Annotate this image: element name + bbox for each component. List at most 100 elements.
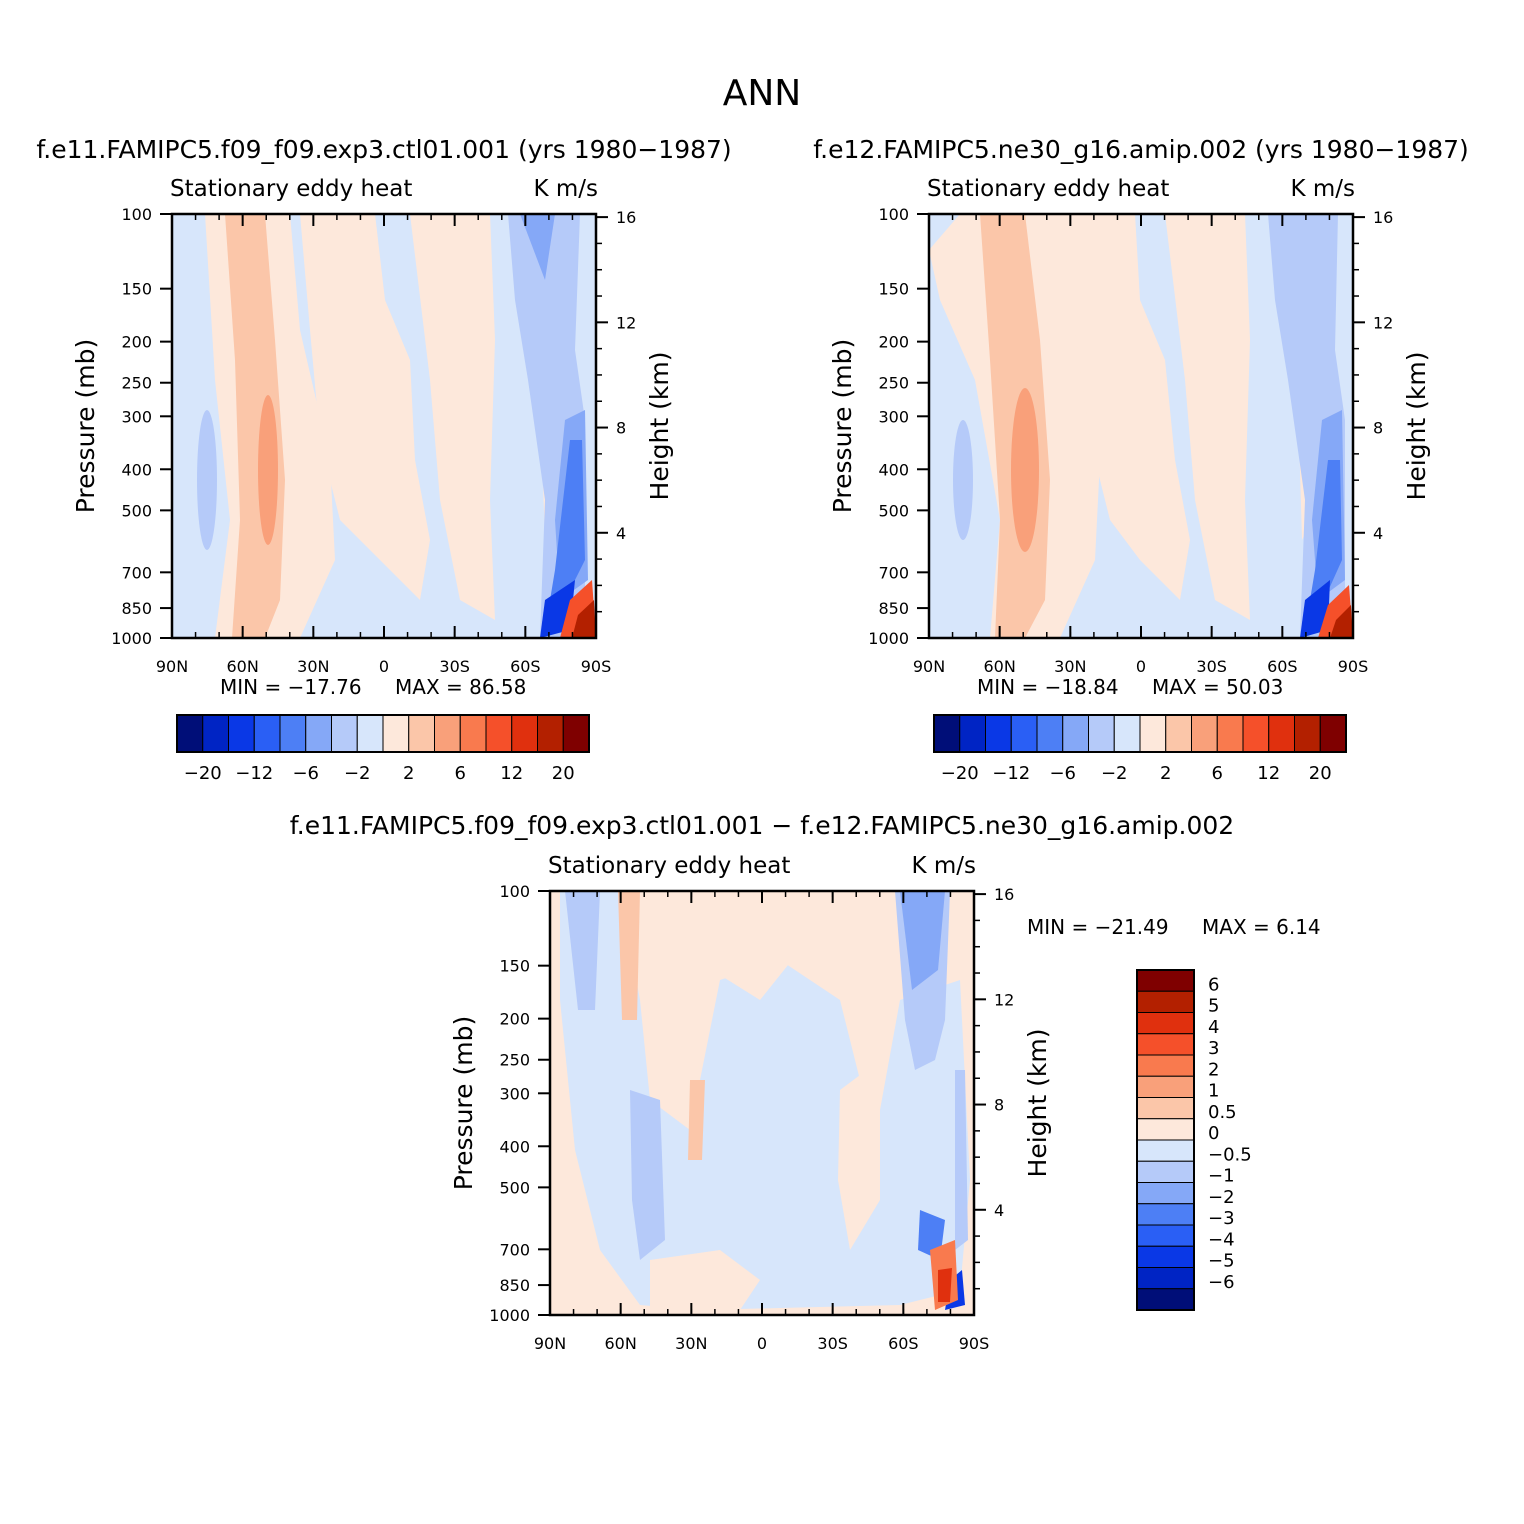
colorbar-label: 12 bbox=[1257, 763, 1280, 784]
colorbar-swatch bbox=[1088, 714, 1115, 753]
colorbar-swatch bbox=[1136, 1160, 1195, 1183]
colorbar-swatch bbox=[253, 714, 281, 753]
x-tick-label: 90S bbox=[1338, 657, 1369, 676]
panel-3-ylabel: Pressure (mb) bbox=[449, 1016, 478, 1190]
y-tick-label: 500 bbox=[878, 501, 909, 520]
colorbar-swatch bbox=[1268, 714, 1295, 753]
height-tick-label: 16 bbox=[1373, 208, 1393, 227]
panel-1-contour-warm-mid bbox=[300, 214, 430, 600]
colorbar-swatch bbox=[382, 714, 410, 753]
colorbar-label: 6 bbox=[1208, 974, 1219, 995]
panel-1-max-label: MAX = 86.58 bbox=[395, 675, 526, 699]
colorbar-swatch bbox=[1136, 1288, 1195, 1311]
colorbar-swatch bbox=[1136, 1224, 1195, 1247]
panel-2-ylabel: Pressure (mb) bbox=[828, 339, 857, 513]
panel-3-title: f.e11.FAMIPC5.f09_f09.exp3.ctl01.001 − f… bbox=[290, 811, 1234, 840]
x-tick-label: 90N bbox=[534, 1334, 566, 1353]
x-tick-label: 30N bbox=[297, 657, 329, 676]
y-tick-label: 1000 bbox=[489, 1306, 530, 1325]
colorbar-label: −5 bbox=[1208, 1251, 1235, 1272]
panel-1-field bbox=[197, 214, 596, 638]
colorbar-swatch bbox=[228, 714, 255, 753]
panel-3-contour-warm-strip-b bbox=[675, 891, 840, 1000]
colorbar-swatch bbox=[1294, 714, 1321, 753]
panel-1-title: f.e11.FAMIPC5.f09_f09.exp3.ctl01.001 (yr… bbox=[36, 135, 731, 164]
x-tick-label: 90S bbox=[959, 1334, 990, 1353]
y-tick-label: 250 bbox=[121, 374, 152, 393]
colorbar-swatch bbox=[1062, 714, 1089, 753]
colorbar-swatch bbox=[1242, 714, 1270, 753]
colorbar-label: 5 bbox=[1208, 996, 1219, 1017]
colorbar-label: −12 bbox=[992, 763, 1030, 784]
y-tick-label: 250 bbox=[499, 1051, 530, 1070]
panel-2-field bbox=[929, 214, 1353, 638]
panel-2-title: f.e12.FAMIPC5.ne30_g16.amip.002 (yrs 198… bbox=[813, 135, 1469, 164]
panel-2-contour-max bbox=[1011, 388, 1039, 552]
panel-1-contour-max bbox=[258, 395, 278, 545]
panel-3-field bbox=[560, 891, 970, 1312]
x-tick-label: 90N bbox=[913, 657, 945, 676]
height-tick-label: 16 bbox=[994, 885, 1014, 904]
panel-2-right-string: K m/s bbox=[1290, 176, 1355, 202]
x-tick-label: 60S bbox=[888, 1334, 919, 1353]
height-tick-label: 8 bbox=[1373, 419, 1383, 438]
y-tick-label: 100 bbox=[121, 205, 152, 224]
panel-2-contour-cool-nh bbox=[953, 420, 973, 540]
y-tick-label: 300 bbox=[121, 407, 152, 426]
y-tick-label: 1000 bbox=[111, 629, 152, 648]
panel-1-contour-warm-sub bbox=[410, 214, 495, 620]
panel-1-contour-cool-min bbox=[545, 440, 585, 630]
panel-2-min-label: MIN = −18.84 bbox=[977, 675, 1119, 699]
panel-1-min-label: MIN = −17.76 bbox=[220, 675, 362, 699]
colorbar-frame bbox=[1136, 969, 1195, 1311]
y-tick-label: 400 bbox=[499, 1137, 530, 1156]
colorbar-swatch bbox=[1216, 714, 1244, 753]
panel-2-max-label: MAX = 50.03 bbox=[1152, 675, 1283, 699]
colorbar-label: 20 bbox=[552, 763, 575, 784]
colorbar-swatch bbox=[1136, 1012, 1195, 1035]
panel-2-ylabel-right: Height (km) bbox=[1402, 352, 1431, 501]
panel-2-left-string: Stationary eddy heat bbox=[927, 176, 1169, 202]
colorbar-swatch bbox=[511, 714, 538, 753]
panel-1-ylabel: Pressure (mb) bbox=[71, 339, 100, 513]
colorbar-label: −2 bbox=[344, 763, 371, 784]
panel-3-contour-cool-polar bbox=[955, 1070, 968, 1250]
colorbar-swatch bbox=[356, 714, 384, 753]
panel-1-contour-hot-core bbox=[572, 600, 596, 638]
colorbar-frame bbox=[176, 714, 590, 753]
height-tick-label: 12 bbox=[994, 990, 1014, 1009]
colorbar-label: 4 bbox=[1208, 1017, 1219, 1038]
colorbar-swatch bbox=[985, 714, 1012, 753]
y-tick-label: 150 bbox=[499, 957, 530, 976]
colorbar-label: −6 bbox=[1049, 763, 1076, 784]
y-tick-label: 850 bbox=[878, 599, 909, 618]
height-tick-label: 16 bbox=[616, 208, 636, 227]
colorbar-label: 6 bbox=[1212, 763, 1223, 784]
y-tick-label: 200 bbox=[878, 333, 909, 352]
height-tick-label: 12 bbox=[1373, 313, 1393, 332]
x-tick-label: 0 bbox=[379, 657, 389, 676]
colorbar-swatch bbox=[1136, 1182, 1195, 1205]
colorbar-swatch bbox=[1136, 1054, 1195, 1077]
colorbar-label: −4 bbox=[1208, 1229, 1235, 1250]
height-tick-label: 4 bbox=[994, 1201, 1004, 1220]
height-tick-label: 8 bbox=[616, 419, 626, 438]
x-tick-label: 30S bbox=[1196, 657, 1227, 676]
colorbar-swatch bbox=[1191, 714, 1218, 753]
panel-1-colorbar: −20 −12 −6 −2 2 6 12 20 bbox=[176, 714, 590, 784]
colorbar-swatch bbox=[1136, 1033, 1195, 1056]
panel-1-right-string: K m/s bbox=[533, 176, 598, 202]
colorbar-swatch bbox=[562, 714, 590, 753]
colorbar-label: 3 bbox=[1208, 1038, 1219, 1059]
colorbar-swatch bbox=[933, 714, 961, 753]
colorbar-swatch bbox=[1136, 1139, 1195, 1162]
x-tick-label: 30N bbox=[675, 1334, 707, 1353]
colorbar-label: 2 bbox=[1160, 763, 1171, 784]
panel-3: f.e11.FAMIPC5.f09_f09.exp3.ctl01.001 − f… bbox=[290, 811, 1321, 1353]
colorbar-swatch bbox=[1136, 990, 1195, 1013]
panel-3-min-label: MIN = −21.49 bbox=[1027, 915, 1169, 939]
colorbar-label: −20 bbox=[184, 763, 222, 784]
panel-3-contour-warm-strip-a bbox=[618, 891, 640, 1020]
y-tick-label: 700 bbox=[878, 563, 909, 582]
colorbar-swatch bbox=[434, 714, 461, 753]
